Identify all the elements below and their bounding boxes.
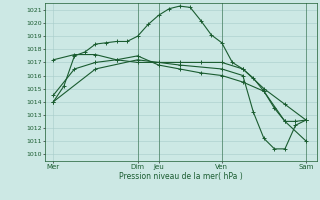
X-axis label: Pression niveau de la mer( hPa ): Pression niveau de la mer( hPa ) bbox=[119, 172, 243, 181]
